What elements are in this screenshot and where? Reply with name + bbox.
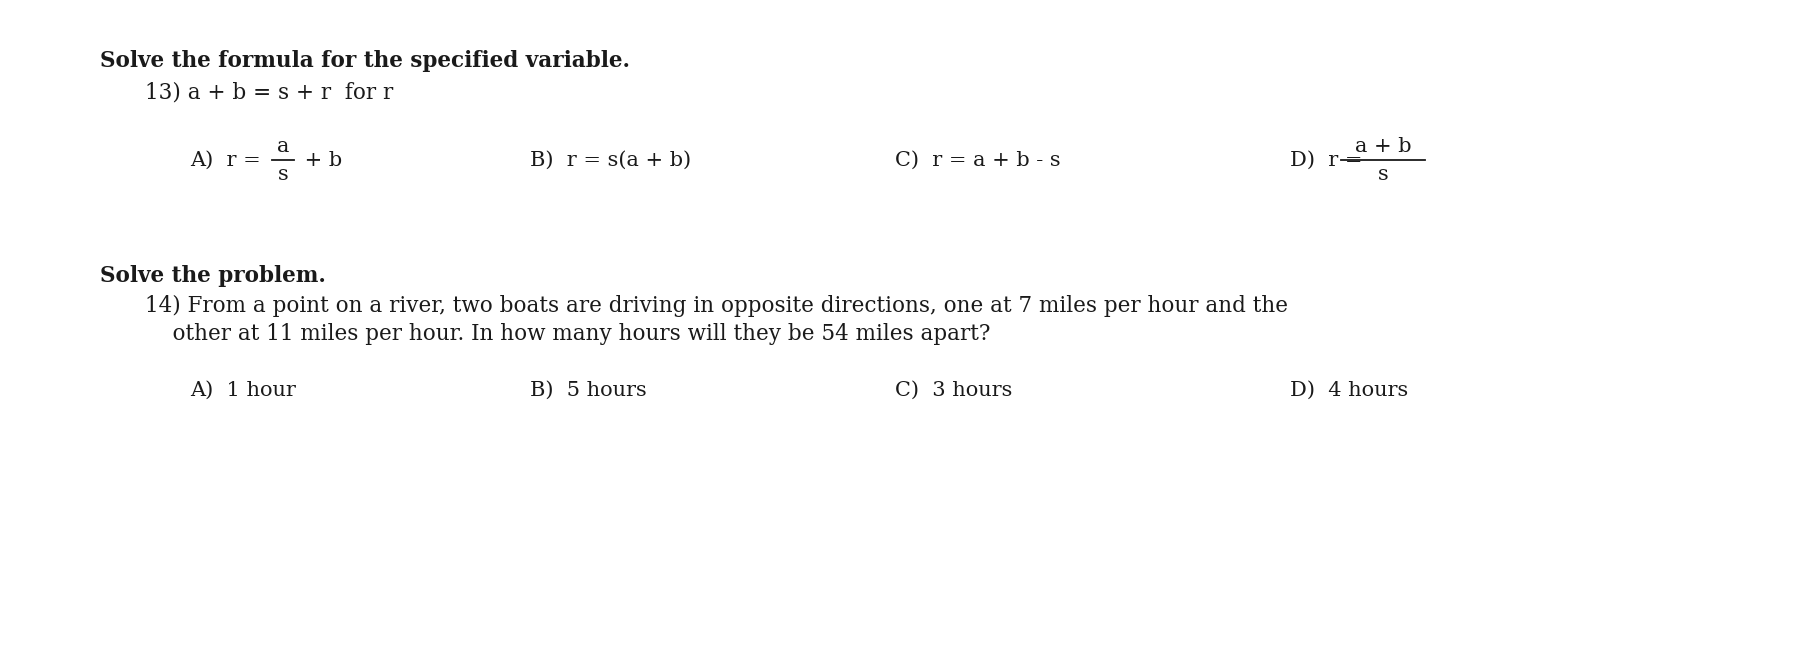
Text: a: a (277, 137, 290, 156)
Text: A)  r =: A) r = (190, 150, 268, 170)
Text: + b: + b (299, 150, 342, 170)
Text: 13) a + b = s + r  for r: 13) a + b = s + r for r (145, 82, 393, 104)
Text: Solve the problem.: Solve the problem. (100, 265, 326, 287)
Text: s: s (277, 164, 288, 183)
Text: D)  r =: D) r = (1291, 150, 1368, 170)
Text: B)  r = s(a + b): B) r = s(a + b) (530, 150, 691, 170)
Text: 14) From a point on a river, two boats are driving in opposite directions, one a: 14) From a point on a river, two boats a… (145, 295, 1289, 317)
Text: C)  r = a + b - s: C) r = a + b - s (894, 150, 1061, 170)
Text: other at 11 miles per hour. In how many hours will they be 54 miles apart?: other at 11 miles per hour. In how many … (145, 323, 990, 345)
Text: B)  5 hours: B) 5 hours (530, 381, 646, 399)
Text: s: s (1377, 164, 1388, 183)
Text: C)  3 hours: C) 3 hours (894, 381, 1012, 399)
Text: A)  1 hour: A) 1 hour (190, 381, 295, 399)
Text: a + b: a + b (1354, 137, 1412, 156)
Text: D)  4 hours: D) 4 hours (1291, 381, 1408, 399)
Text: Solve the formula for the specified variable.: Solve the formula for the specified vari… (100, 50, 630, 72)
